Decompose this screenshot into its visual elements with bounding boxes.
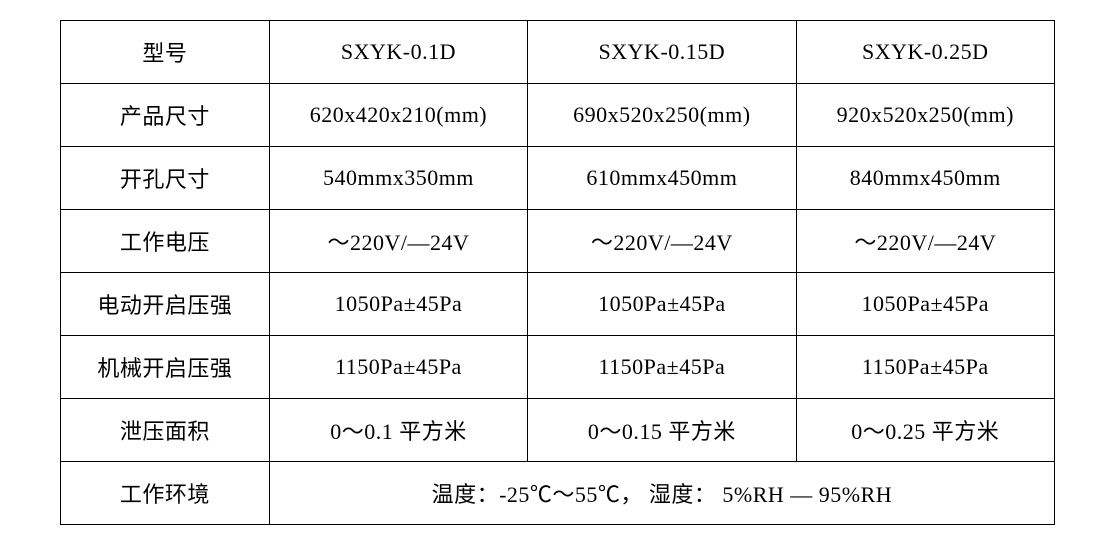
cell: 1050Pa±45Pa [528, 273, 796, 336]
cell: 540mmx350mm [269, 147, 527, 210]
cell: ～220V/—24V [796, 210, 1054, 273]
cell: 1150Pa±45Pa [528, 336, 796, 399]
cell: 690x520x250(mm) [528, 84, 796, 147]
spec-table: 型号 SXYK-0.1D SXYK-0.15D SXYK-0.25D 产品尺寸 … [60, 20, 1055, 525]
footer-value: 温度：-25℃～55℃， 湿度： 5%RH — 95%RH [269, 462, 1054, 525]
row-label: 产品尺寸 [61, 84, 270, 147]
cell: 1150Pa±45Pa [796, 336, 1054, 399]
cell: 920x520x250(mm) [796, 84, 1054, 147]
table-row: 泄压面积 0～0.1 平方米 0～0.15 平方米 0～0.25 平方米 [61, 399, 1055, 462]
cell: 0～0.15 平方米 [528, 399, 796, 462]
header-cell: 型号 [61, 21, 270, 84]
table-row: 机械开启压强 1150Pa±45Pa 1150Pa±45Pa 1150Pa±45… [61, 336, 1055, 399]
row-label: 机械开启压强 [61, 336, 270, 399]
cell: ～220V/—24V [528, 210, 796, 273]
row-label: 工作电压 [61, 210, 270, 273]
row-label: 泄压面积 [61, 399, 270, 462]
cell: 610mmx450mm [528, 147, 796, 210]
cell: 1050Pa±45Pa [269, 273, 527, 336]
table-row: 产品尺寸 620x420x210(mm) 690x520x250(mm) 920… [61, 84, 1055, 147]
header-cell: SXYK-0.1D [269, 21, 527, 84]
table-row: 电动开启压强 1050Pa±45Pa 1050Pa±45Pa 1050Pa±45… [61, 273, 1055, 336]
cell: 1050Pa±45Pa [796, 273, 1054, 336]
row-label: 电动开启压强 [61, 273, 270, 336]
table-footer-row: 工作环境 温度：-25℃～55℃， 湿度： 5%RH — 95%RH [61, 462, 1055, 525]
row-label: 开孔尺寸 [61, 147, 270, 210]
table-row: 工作电压 ～220V/—24V ～220V/—24V ～220V/—24V [61, 210, 1055, 273]
table-row: 开孔尺寸 540mmx350mm 610mmx450mm 840mmx450mm [61, 147, 1055, 210]
cell: 1150Pa±45Pa [269, 336, 527, 399]
header-cell: SXYK-0.15D [528, 21, 796, 84]
cell: 620x420x210(mm) [269, 84, 527, 147]
cell: 0～0.1 平方米 [269, 399, 527, 462]
cell: 0～0.25 平方米 [796, 399, 1054, 462]
table-header-row: 型号 SXYK-0.1D SXYK-0.15D SXYK-0.25D [61, 21, 1055, 84]
header-cell: SXYK-0.25D [796, 21, 1054, 84]
cell: ～220V/—24V [269, 210, 527, 273]
footer-label: 工作环境 [61, 462, 270, 525]
cell: 840mmx450mm [796, 147, 1054, 210]
